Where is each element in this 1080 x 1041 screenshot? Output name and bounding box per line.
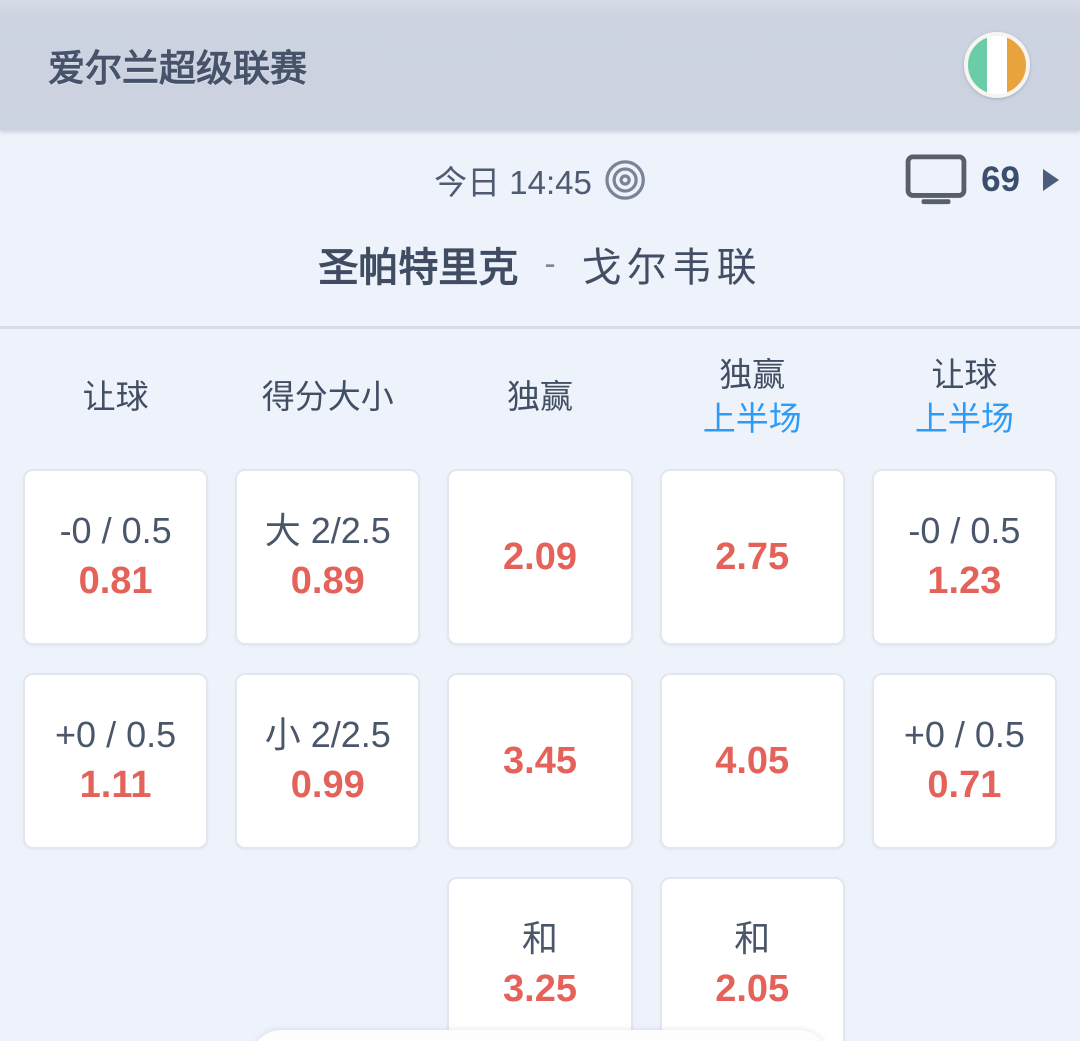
match-title: 圣帕特里克 - 戈尔韦联: [0, 228, 1080, 300]
odds-line: 大 2/2.5: [264, 510, 391, 551]
away-team-name: 戈尔韦联: [581, 246, 762, 290]
odds-cell-win-draw[interactable]: 和 3.25: [447, 877, 633, 1041]
odds-value: 2.09: [503, 536, 577, 578]
match-meta-row: 今日 14:45 69: [0, 132, 1080, 228]
odds-cell-win-home[interactable]: 2.09: [447, 469, 633, 645]
odds-cell-win-first-half-away[interactable]: 4.05: [659, 673, 845, 849]
odds-value: 0.81: [78, 560, 153, 602]
league-title: 爱尔兰超级联赛: [48, 48, 307, 89]
match-time: 今日 14:45: [434, 156, 646, 204]
market-header-sub: 上半场: [702, 400, 802, 437]
stream-button[interactable]: 69: [905, 154, 1080, 206]
odds-value: 2.05: [715, 968, 790, 1010]
odds-cell-under[interactable]: 小 2/2.5 0.99: [235, 673, 421, 849]
market-header-label: 得分大小: [261, 378, 394, 415]
chevron-right-icon: [1043, 169, 1059, 191]
odds-cell-win-first-half-draw[interactable]: 和 2.05: [659, 877, 845, 1041]
odds-cell-handicap-away[interactable]: +0 / 0.5 1.11: [23, 673, 209, 849]
home-team-name: 圣帕特里克: [318, 246, 519, 290]
market-header-win-first-half: 独赢 上半场: [660, 341, 845, 453]
odds-value: 0.89: [290, 560, 365, 602]
odds-line: +0 / 0.5: [55, 714, 177, 755]
odds-line: -0 / 0.5: [59, 510, 172, 551]
section-divider: [0, 326, 1080, 329]
market-headers: 让球 得分大小 独赢 独赢 上半场 让球 上半场: [0, 341, 1080, 453]
bottom-sheet[interactable]: [251, 1030, 829, 1041]
odds-cell-win-away[interactable]: 3.45: [447, 673, 633, 849]
odds-cell-handicap-first-half-home[interactable]: -0 / 0.5 1.23: [871, 469, 1057, 645]
market-header-handicap-first-half: 让球 上半场: [872, 341, 1057, 453]
market-header-over-under: 得分大小: [235, 341, 420, 453]
market-header-label: 独赢: [506, 378, 573, 415]
odds-cell-win-first-half-home[interactable]: 2.75: [659, 469, 845, 645]
odds-value: 3.25: [503, 968, 577, 1010]
stream-count: 69: [981, 160, 1020, 199]
odds-value: 0.99: [290, 764, 365, 806]
odds-value: 2.75: [715, 536, 790, 578]
odds-value: 1.11: [79, 764, 152, 806]
odds-line: +0 / 0.5: [903, 714, 1025, 755]
odds-grid: -0 / 0.5 0.81 大 2/2.5 0.89 2.09 2.75 -0 …: [0, 469, 1080, 1041]
odds-line: -0 / 0.5: [908, 510, 1021, 551]
ireland-flag-icon: [964, 32, 1030, 98]
market-header-sub: 上半场: [914, 400, 1014, 437]
market-header-label: 让球: [931, 356, 998, 393]
odds-value: 0.71: [927, 764, 1002, 806]
match-time-label: 今日 14:45: [434, 164, 592, 201]
league-header[interactable]: 爱尔兰超级联赛: [0, 0, 1080, 130]
odds-cell-handicap-first-half-away[interactable]: +0 / 0.5 0.71: [871, 673, 1057, 849]
odds-value: 4.05: [715, 740, 790, 782]
market-header-label: 让球: [82, 378, 149, 415]
odds-value: 1.23: [927, 560, 1002, 602]
market-header-win: 独赢: [447, 341, 632, 453]
odds-value: 3.45: [503, 740, 577, 782]
odds-line: 小 2/2.5: [264, 714, 391, 755]
tv-icon: [905, 154, 967, 205]
odds-line: 和: [734, 918, 771, 959]
market-header-label: 独赢: [719, 356, 786, 393]
bullseye-icon: [605, 160, 645, 200]
market-header-handicap: 让球: [23, 341, 208, 453]
odds-cell-over[interactable]: 大 2/2.5 0.89: [235, 469, 421, 645]
team-separator: -: [544, 244, 556, 283]
odds-cell-handicap-home[interactable]: -0 / 0.5 0.81: [23, 469, 209, 645]
odds-line: 和: [521, 918, 558, 959]
